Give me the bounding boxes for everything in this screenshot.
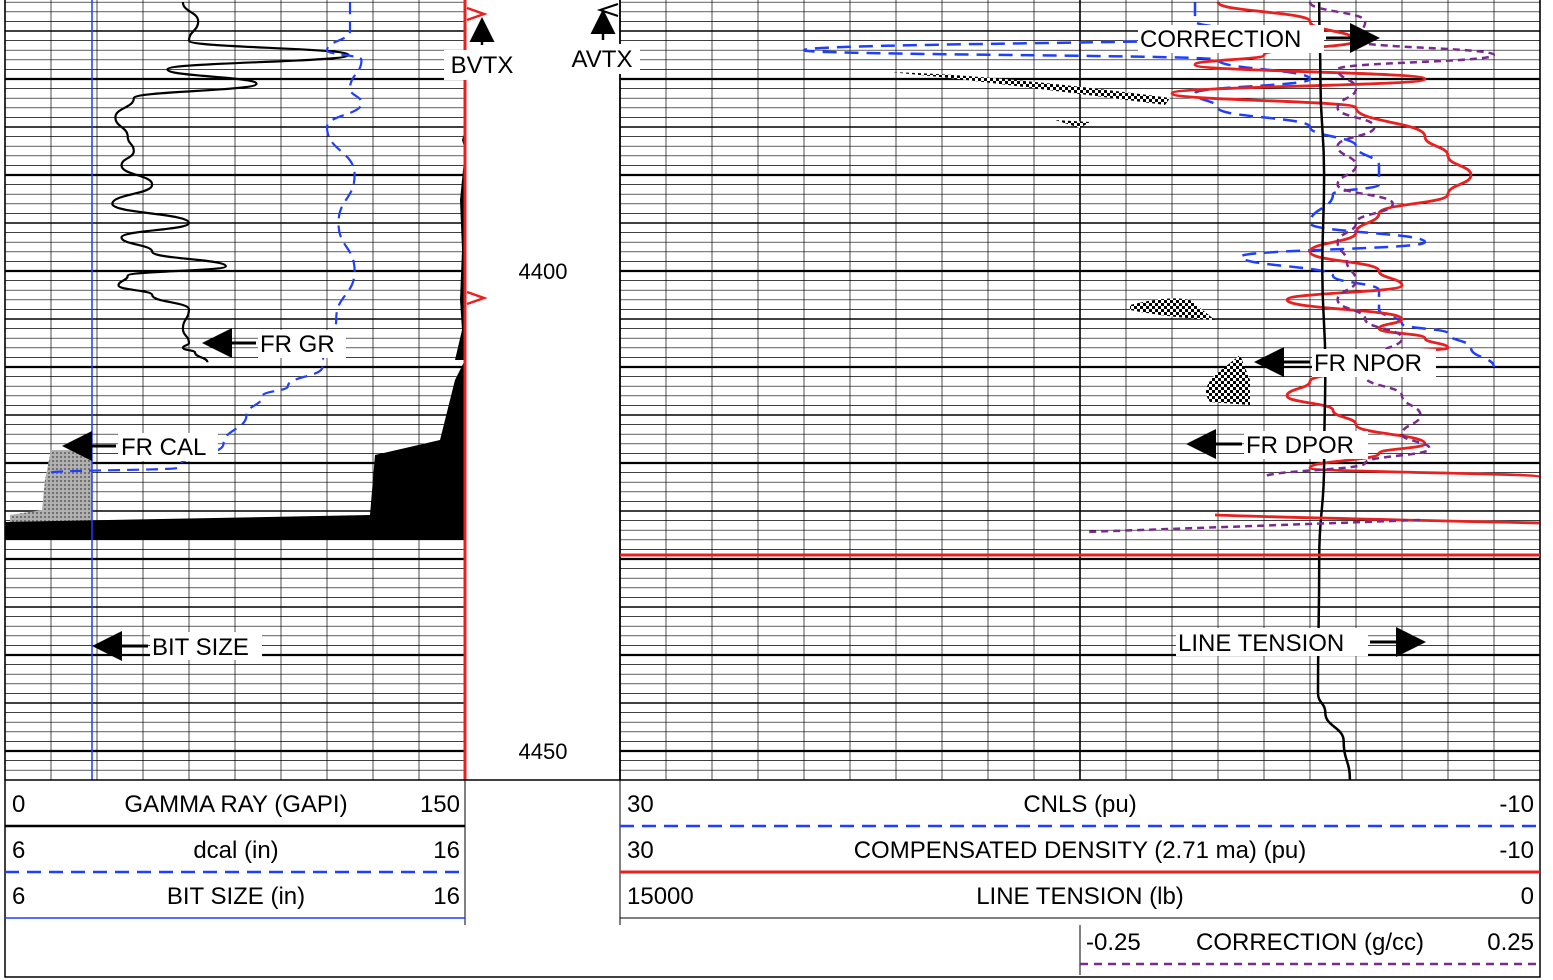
bvtx-marker [466,6,488,22]
fr-gr-label: FR GR [260,331,335,358]
correction-right-scale: 0.25 [1487,929,1534,956]
cnls-name: CNLS (pu) [1023,791,1136,818]
bs-name: BIT SIZE (in) [167,883,305,910]
density-tail [1214,513,1541,525]
fr-cal-label: FR CAL [121,434,206,461]
legend-line-tension: 15000 LINE TENSION (lb) 0 [627,883,1534,910]
legend-gamma-ray: 0 GAMMA RAY (GAPI) 150 [5,791,465,828]
legend-correction: -0.25 CORRECTION (g/cc) 0.25 [1080,929,1540,966]
legend-bit-size: 6 BIT SIZE (in) 16 [5,883,465,919]
dcal-curve [49,2,363,474]
tension-name: LINE TENSION (lb) [976,883,1184,910]
depth-label-4450: 4450 [519,739,568,764]
gr-name: GAMMA RAY (GAPI) [124,791,347,818]
track2-grid [619,0,1541,781]
legend-cnls: 30 CNLS (pu) -10 [620,791,1540,828]
correction-curve [1262,1,1496,479]
dcal-right-scale: 16 [433,837,460,864]
bit-size-label: BIT SIZE [152,634,249,661]
correction-left-scale: -0.25 [1086,929,1141,956]
line-tension-curve [1316,2,1352,780]
bvtx-label: BVTX [451,52,514,79]
depth-label-4400: 4400 [519,259,568,284]
tension-fill [5,360,465,540]
curves [49,0,1542,780]
crossover-shading-2 [1055,120,1090,128]
fr-npor-label: FR NPOR [1314,350,1422,377]
crossover-shading-3 [1130,298,1215,320]
cnls-left-scale: 30 [627,791,654,818]
annotations: BVTX AVTX FR GR FR CAL BIT SIZE CORRECTI… [62,9,1436,661]
tension-right-scale: 0 [1521,883,1534,910]
legend-density: 30 COMPENSATED DENSITY (2.71 ma) (pu) -1… [620,837,1540,874]
bvtx-marker-2 [466,290,488,306]
correction-label: CORRECTION [1140,26,1301,53]
avtx-label: AVTX [572,46,633,73]
cnls-curve [802,2,1496,368]
gr-right-scale: 150 [420,791,460,818]
bs-right-scale: 16 [433,883,460,910]
legend-header: 0 GAMMA RAY (GAPI) 150 6 dcal (in) 16 6 … [4,779,1541,978]
tension-left-scale: 15000 [627,883,694,910]
crossover-shading-4 [1206,355,1250,405]
correction-name: CORRECTION (g/cc) [1196,929,1424,956]
tension-fill-upper [455,130,465,360]
density-right-scale: -10 [1499,837,1534,864]
gr-left-scale: 0 [12,791,25,818]
correction-tail [1084,518,1421,534]
depth-labels: 4400 4450 [519,259,568,764]
dcal-name: dcal (in) [193,837,278,864]
density-left-scale: 30 [627,837,654,864]
density-name: COMPENSATED DENSITY (2.71 ma) (pu) [854,837,1307,864]
gamma-ray-curve [111,2,350,363]
curve-shading [5,72,1250,540]
legend-dcal: 6 dcal (in) 16 [5,837,465,874]
crossover-shading-1 [890,72,1170,105]
track1-grid [4,0,466,781]
bs-left-scale: 6 [12,883,25,910]
fr-dpor-label: FR DPOR [1246,432,1354,459]
caliper-shading [10,450,92,522]
dcal-left-scale: 6 [12,837,25,864]
cnls-right-scale: -10 [1499,791,1534,818]
density-curve [1170,0,1542,479]
line-tension-label: LINE TENSION [1178,630,1344,657]
